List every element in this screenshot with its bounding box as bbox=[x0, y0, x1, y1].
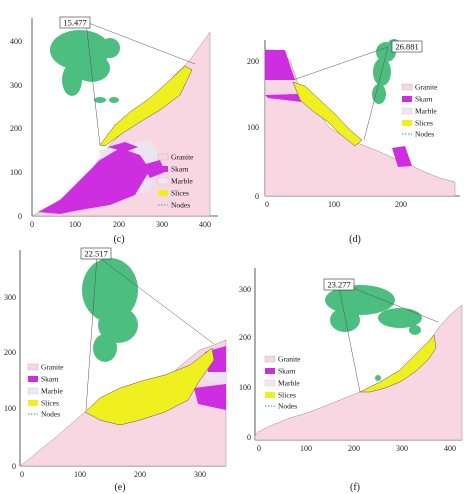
panel-c-y-tick-200: 200 bbox=[10, 124, 22, 133]
panel-d-fos-value: 26.881 bbox=[395, 42, 418, 52]
panel-f-nodes-cloud bbox=[325, 285, 422, 381]
panel-c-radius-line-2 bbox=[85, 21, 101, 146]
panel-d-label: (d) bbox=[349, 234, 361, 245]
panel-e-legend-skarn: Skarn bbox=[41, 375, 59, 384]
panel-e-radius-line-2 bbox=[85, 255, 98, 411]
panel-c-x-tick-300: 300 bbox=[156, 220, 168, 229]
panel-e-x-tick-0: 0 bbox=[20, 470, 24, 479]
panel-f-legend-granite: Granite bbox=[278, 355, 301, 364]
panel-f-legend: Granite Skarn Marble Slices Nodes bbox=[264, 355, 301, 411]
panel-c-legend-marble: Marble bbox=[171, 177, 193, 186]
panel-e-x-tick-100: 100 bbox=[74, 470, 86, 479]
panel-f-fos-value: 23.277 bbox=[327, 280, 350, 290]
panel-c-radius-line-1 bbox=[85, 21, 196, 65]
panel-f-x-tick-300: 300 bbox=[396, 444, 408, 453]
panel-d-radius-line-2 bbox=[363, 46, 389, 141]
panel-c-x-tick-200: 200 bbox=[113, 220, 125, 229]
panel-f-legend-slices: Slices bbox=[278, 391, 296, 400]
panel-d-y-tick-200: 200 bbox=[247, 57, 259, 66]
panel-c-legend-nodes: Nodes bbox=[171, 201, 190, 210]
panel-d-legend-marble: Marble bbox=[415, 107, 437, 116]
panel-c-fos-value: 15.477 bbox=[63, 18, 86, 28]
panel-c-legend: Granite Skarn Marble Slices Nodes bbox=[157, 153, 194, 210]
panel-e-y-tick-200: 200 bbox=[4, 348, 16, 357]
panel-d-legend-nodes: Nodes bbox=[415, 130, 434, 139]
panel-f-radius-line-1 bbox=[337, 281, 439, 323]
panel-c-legend-slices: Slices bbox=[171, 189, 189, 198]
panel-e-legend-slices: Slices bbox=[41, 399, 59, 408]
panel-f-legend-marble: Marble bbox=[278, 379, 300, 388]
panel-c-y-tick-300: 300 bbox=[10, 81, 22, 90]
panel-d-y-tick-100: 100 bbox=[247, 123, 259, 132]
panel-d-x-tick-100: 100 bbox=[328, 200, 340, 209]
panel-d-legend-granite: Granite bbox=[415, 83, 438, 92]
panel-c-legend-skarn: Skarn bbox=[171, 165, 189, 174]
panel-c-y-tick-400: 400 bbox=[10, 37, 22, 46]
panel-d-y-tick-0: 0 bbox=[255, 192, 259, 201]
panel-c-fos-box bbox=[59, 16, 91, 29]
panel-f-y-tick-200: 200 bbox=[239, 333, 251, 342]
panel-e-x-tick-300: 300 bbox=[194, 470, 206, 479]
panel-e-y-tick-300: 300 bbox=[4, 293, 16, 302]
panel-e-marble-region bbox=[206, 372, 226, 384]
panel-d-fos-box bbox=[391, 40, 423, 53]
panel-e-legend-granite: Granite bbox=[41, 363, 64, 372]
panel-f-x-tick-0: 0 bbox=[257, 444, 261, 453]
panel-f-x-tick-400: 400 bbox=[444, 444, 456, 453]
panel-d-legend: Granite Skarn Marble Slices Nodes bbox=[401, 83, 438, 139]
panel-e: 22.517 300 200 100 0 0 100 200 300 Grani… bbox=[4, 247, 227, 493]
panel-f-slices bbox=[359, 334, 437, 393]
panel-f-legend-nodes: Nodes bbox=[278, 402, 297, 411]
panel-c-slices bbox=[99, 65, 193, 147]
panel-e-y-tick-100: 100 bbox=[4, 404, 16, 413]
panel-c-legend-granite: Granite bbox=[171, 153, 194, 162]
panel-c-y-tick-0: 0 bbox=[18, 212, 22, 221]
panel-c-skarn-lens-1 bbox=[108, 142, 138, 152]
panel-f-x-tick-100: 100 bbox=[300, 444, 312, 453]
panel-c-skarn-lens-2 bbox=[142, 160, 165, 178]
panel-c-nodes-cloud bbox=[50, 30, 120, 103]
panel-f-x-tick-200: 200 bbox=[348, 444, 360, 453]
panel-c-x-tick-100: 100 bbox=[69, 220, 81, 229]
panel-f: 23.277 300 200 100 0 0 100 200 300 400 G… bbox=[239, 268, 463, 493]
panel-c-y-tick-100: 100 bbox=[10, 168, 22, 177]
panel-f-fos-box bbox=[323, 278, 355, 291]
panel-e-legend-nodes: Nodes bbox=[41, 410, 60, 419]
panel-f-y-tick-0: 0 bbox=[247, 433, 251, 442]
panel-e-label: (e) bbox=[114, 482, 125, 493]
panel-c: 15.477 400 300 200 100 0 0 100 200 300 4… bbox=[10, 16, 218, 245]
panel-d-nodes-cloud bbox=[372, 39, 400, 104]
panel-e-radius-line-1 bbox=[96, 255, 215, 345]
panel-c-label: (c) bbox=[113, 234, 124, 245]
panel-f-y-tick-100: 100 bbox=[239, 383, 251, 392]
panel-e-nodes-cloud bbox=[82, 258, 138, 362]
panel-d-x-tick-0: 0 bbox=[265, 200, 269, 209]
panel-d-slices bbox=[292, 81, 363, 147]
panel-e-legend: Granite Skarn Marble Slices Nodes bbox=[27, 363, 64, 419]
panel-d-legend-skarn: Skarn bbox=[415, 95, 433, 104]
panel-e-fos-value: 22.517 bbox=[84, 249, 107, 259]
panel-e-y-tick-0: 0 bbox=[12, 462, 16, 471]
panel-e-x-tick-200: 200 bbox=[134, 470, 146, 479]
panel-d-skarn-lens-1 bbox=[265, 94, 302, 102]
panel-d-legend-slices: Slices bbox=[415, 119, 433, 128]
panel-d-skarn-region bbox=[265, 50, 295, 80]
panel-f-y-tick-300: 300 bbox=[239, 285, 251, 294]
panel-e-skarn-lens bbox=[194, 384, 226, 410]
panel-d: 26.881 200 100 0 0 100 200 Granite Skarn… bbox=[247, 39, 460, 245]
panel-d-skarn-lens-2 bbox=[392, 146, 412, 167]
panel-c-x-tick-0: 0 bbox=[30, 220, 34, 229]
panel-c-x-tick-400: 400 bbox=[199, 220, 211, 229]
panel-e-slices bbox=[84, 347, 215, 426]
panel-f-radius-line-2 bbox=[337, 281, 361, 393]
panel-e-fos-box bbox=[80, 247, 112, 260]
panel-d-x-tick-200: 200 bbox=[395, 200, 407, 209]
panel-d-radius-line-1 bbox=[292, 46, 389, 81]
panel-c-skarn-region bbox=[38, 148, 150, 214]
panel-e-legend-marble: Marble bbox=[41, 387, 63, 396]
panel-f-label: (f) bbox=[350, 482, 360, 493]
panel-f-legend-skarn: Skarn bbox=[278, 367, 296, 376]
